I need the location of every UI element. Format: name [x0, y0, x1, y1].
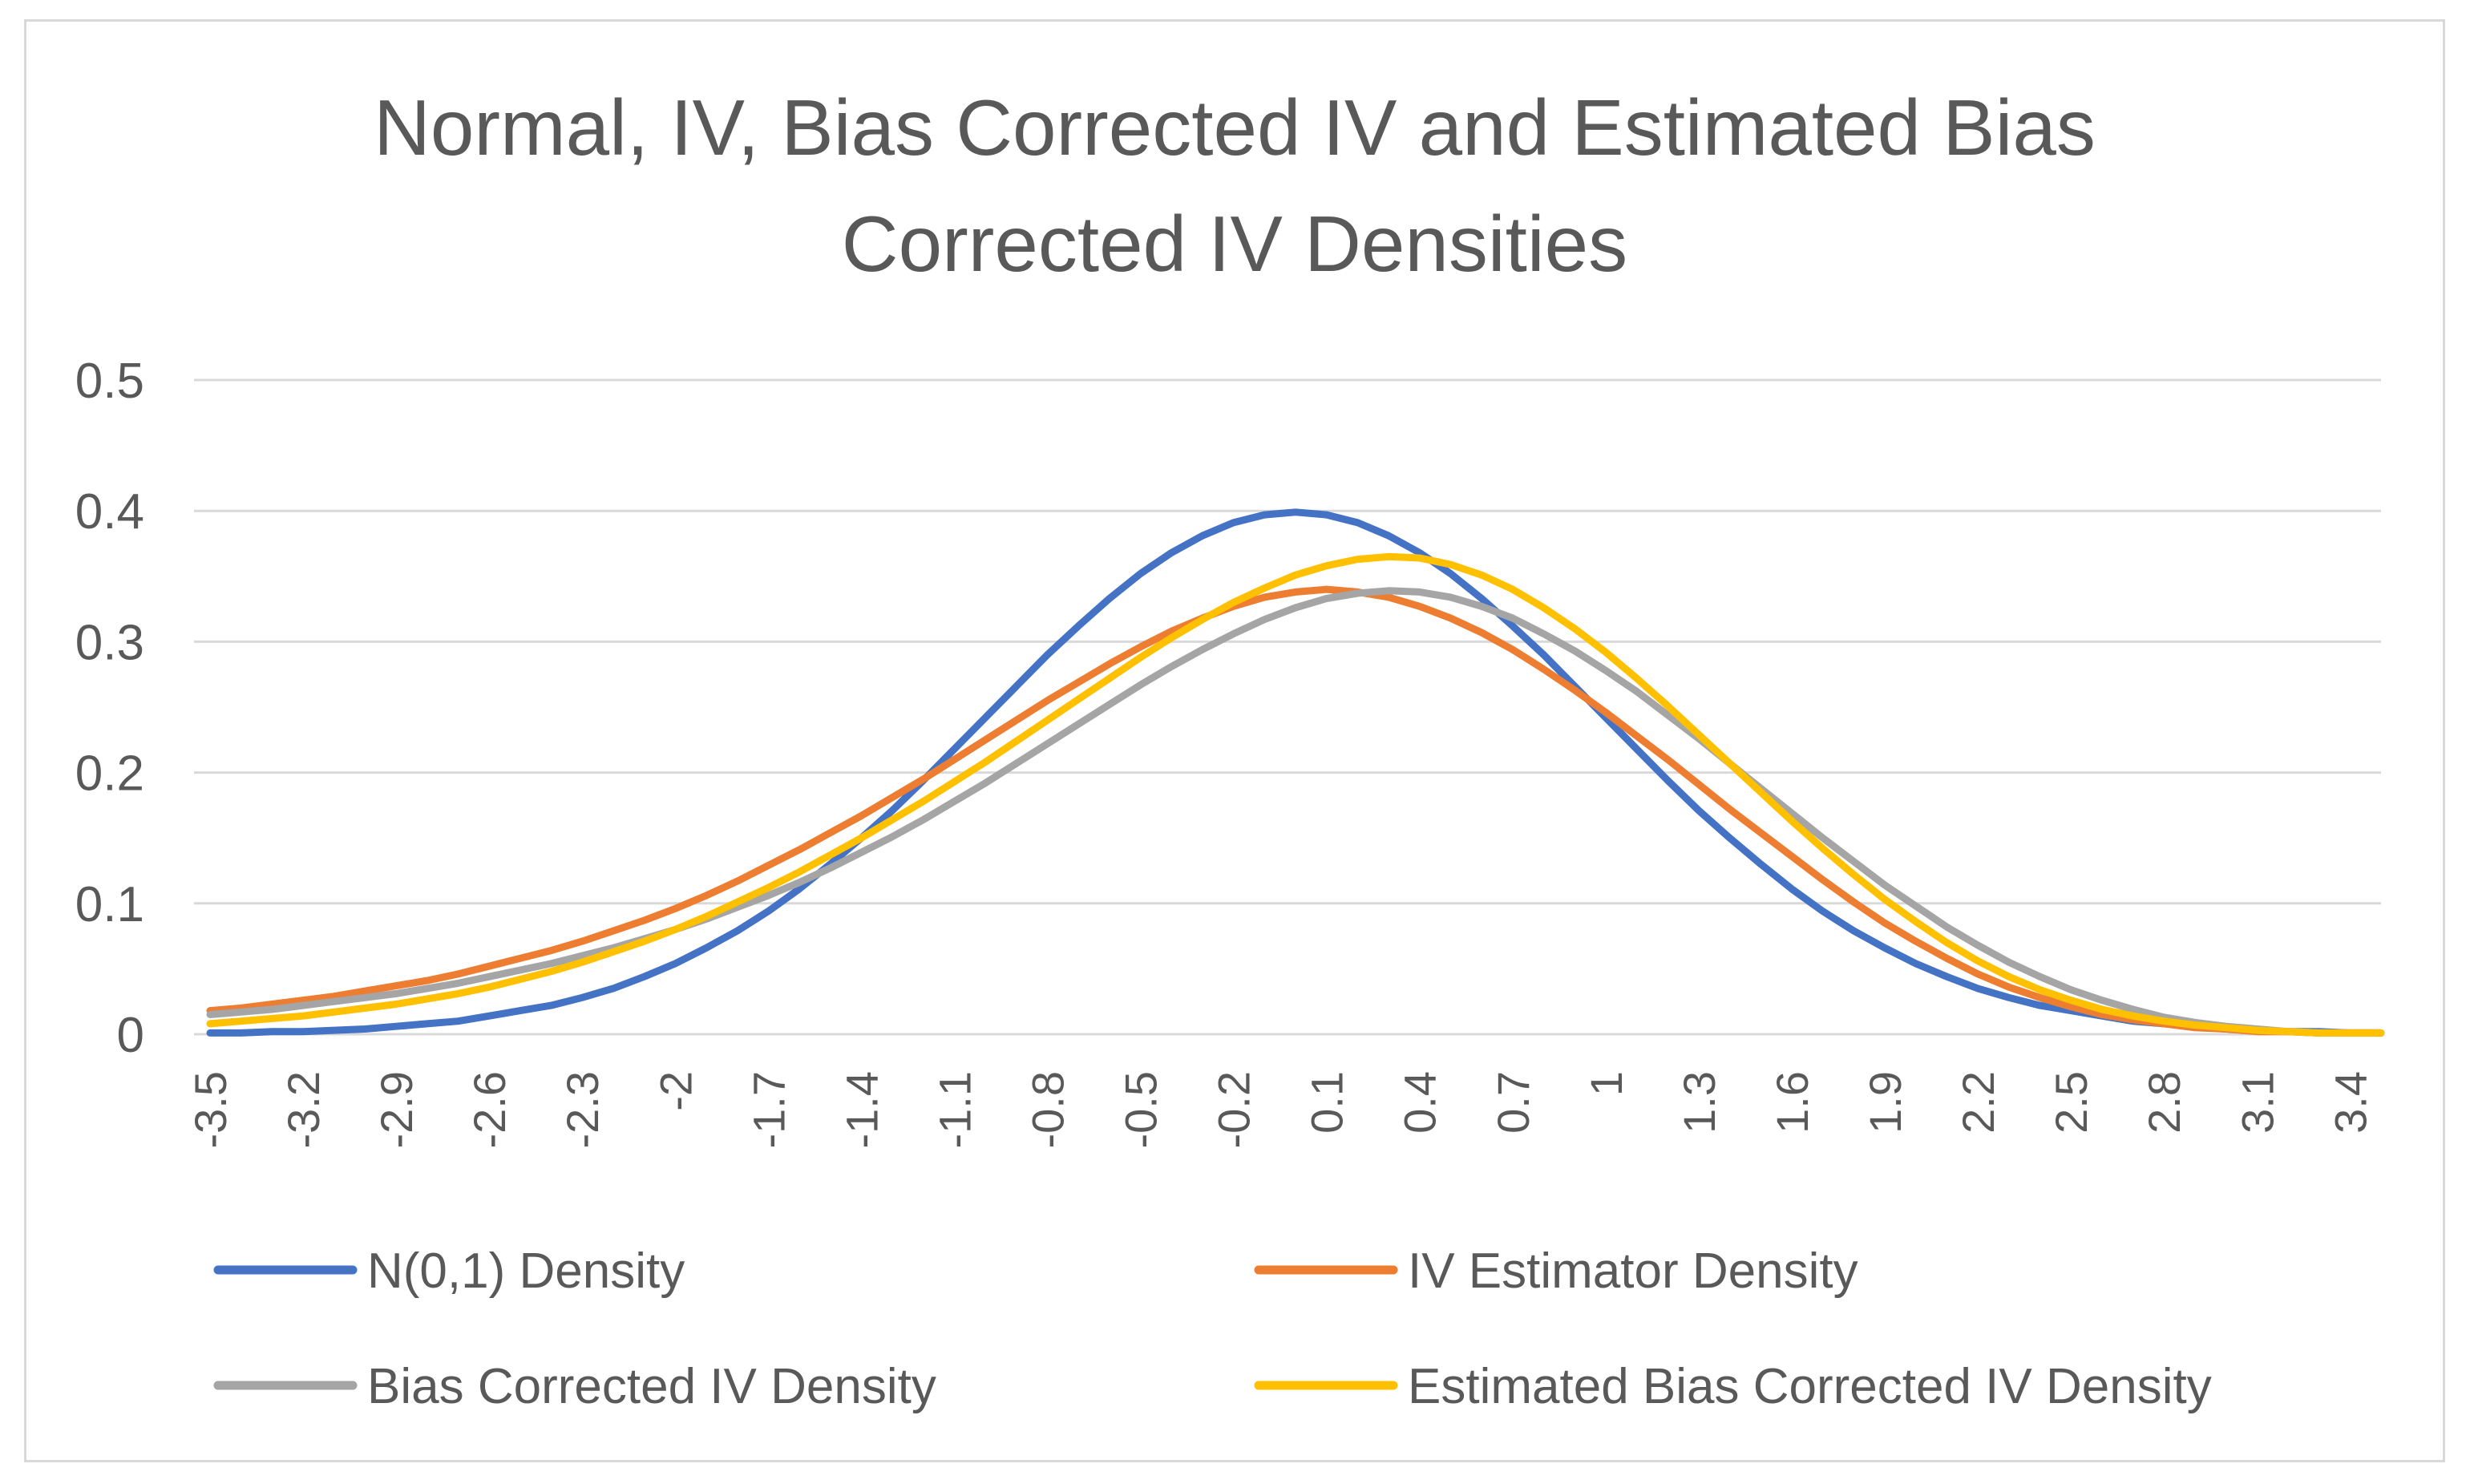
- y-tick-label: 0.2: [75, 746, 144, 802]
- legend-label-1: IV Estimator Density: [1408, 1243, 1858, 1299]
- x-tick-label: 0.4: [1395, 1071, 1445, 1134]
- x-tick-label: -1.4: [836, 1071, 887, 1149]
- x-tick-label: -0.8: [1023, 1071, 1073, 1149]
- x-tick-label: -3.2: [278, 1071, 329, 1149]
- x-tick-label: -0.5: [1116, 1071, 1166, 1149]
- x-tick-label: -2.6: [464, 1071, 515, 1149]
- chart-title-line-2: Corrected IV Densities: [842, 200, 1627, 288]
- y-tick-label: 0.5: [75, 354, 144, 409]
- x-tick-label: -3.5: [185, 1071, 236, 1149]
- series-line-3: [206, 552, 2385, 1037]
- x-tick-label: -1.1: [929, 1071, 980, 1149]
- x-tick-label: 1.6: [1767, 1071, 1817, 1134]
- x-axis-ticks: -3.5 -3.2 -2.9 -2.6 -2.3 -2 -1.7 -1.4 -1.1 -0.8 -0…: [185, 1071, 2375, 1149]
- y-axis-ticks: 0 0.1 0.2 0.3 0.4 0.5: [75, 354, 144, 1063]
- series-line-2: [206, 587, 2385, 1037]
- legend-label-0: N(0,1) Density: [367, 1243, 685, 1299]
- x-tick-label: -2.3: [557, 1071, 608, 1149]
- x-tick-label: -1.7: [743, 1071, 794, 1149]
- chart-frame: [24, 19, 2445, 1462]
- y-tick-label: 0: [117, 1008, 144, 1063]
- y-tick-label: 0.4: [75, 484, 144, 540]
- x-tick-label: 1.9: [1860, 1071, 1910, 1134]
- x-tick-label: 2.2: [1953, 1071, 2003, 1134]
- series-line-0: [206, 508, 2385, 1037]
- legend: N(0,1) Density IV Estimator Density Bias C…: [213, 1243, 2212, 1414]
- series-lines: [206, 508, 2385, 1037]
- x-tick-label: 1: [1581, 1071, 1631, 1096]
- y-tick-label: 0.1: [75, 877, 144, 932]
- series-line-1: [206, 585, 2385, 1037]
- legend-label-2: Bias Corrected IV Density: [367, 1359, 936, 1414]
- x-tick-label: 0.1: [1302, 1071, 1352, 1134]
- legend-label-3: Estimated Bias Corrected IV Density: [1408, 1359, 2212, 1414]
- x-tick-label: 1.3: [1674, 1071, 1724, 1134]
- x-tick-label: -0.2: [1209, 1071, 1259, 1149]
- x-tick-label: -2.9: [371, 1071, 422, 1149]
- x-tick-label: 2.5: [2046, 1071, 2096, 1134]
- x-tick-label: 0.7: [1488, 1071, 1538, 1134]
- x-tick-label: 3.1: [2232, 1071, 2282, 1134]
- y-tick-label: 0.3: [75, 615, 144, 670]
- x-tick-label: -2: [650, 1071, 701, 1111]
- x-tick-label: 2.8: [2139, 1071, 2189, 1134]
- gridlines: [194, 378, 2381, 1036]
- x-tick-label: 3.4: [2325, 1071, 2375, 1134]
- chart-title-line-1: Normal, IV, Bias Corrected IV and Estima…: [374, 83, 2096, 172]
